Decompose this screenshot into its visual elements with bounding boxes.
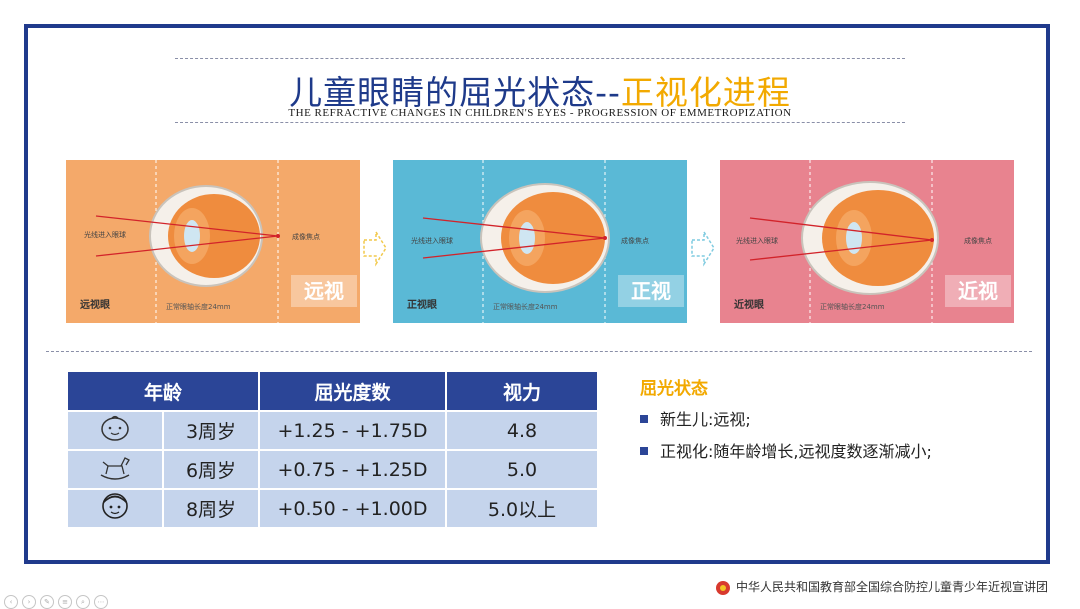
page-subtitle: THE REFRACTIVE CHANGES IN CHILDREN'S EYE… (288, 107, 792, 119)
diopter-cell: +0.50 - +1.00D (260, 490, 445, 527)
table-header-row: 年龄 屈光度数 视力 (68, 372, 597, 410)
section-divider (46, 351, 1032, 352)
column-header-diopter: 屈光度数 (260, 372, 445, 410)
light-label: 光线进入眼球 (736, 237, 778, 245)
refraction-table: 年龄 屈光度数 视力 3周岁 +1.25 - +1.75D 4.8 6周岁 +0… (66, 370, 599, 529)
myopia-eye-diagram (720, 160, 1014, 323)
myopia-panel: 光线进入眼球 成像焦点 正常眼轴长度24mm 近视眼 近视 (720, 160, 1014, 323)
bullet-square-icon (640, 446, 648, 455)
state-label: 远视 (291, 275, 357, 307)
baby-face-icon (68, 412, 162, 449)
table-row: 6周岁 +0.75 - +1.25D 5.0 (68, 451, 597, 488)
focus-label: 成像焦点 (621, 237, 649, 245)
age-cell: 8周岁 (164, 490, 258, 527)
zoom-icon[interactable]: ⌕ (76, 595, 90, 609)
right-arrow-icon (363, 229, 387, 267)
age-cell: 3周岁 (164, 412, 258, 449)
age-cell: 6周岁 (164, 451, 258, 488)
title-bottom-rule (175, 122, 905, 123)
bullet-item: 新生儿:远视; (640, 406, 751, 430)
title-top-rule (175, 58, 905, 59)
bullet-square-icon (640, 414, 648, 423)
emmetropia-eye-diagram (393, 160, 687, 323)
focus-label: 成像焦点 (964, 237, 992, 245)
light-label: 光线进入眼球 (84, 231, 126, 239)
table-row: 3周岁 +1.25 - +1.75D 4.8 (68, 412, 597, 449)
title-highlight: 正视化进程 (620, 73, 791, 112)
refraction-state-title: 屈光状态 (640, 379, 708, 399)
table-row: 8周岁 +0.50 - +1.00D 5.0以上 (68, 490, 597, 527)
right-arrow-icon (691, 229, 715, 267)
axis-label: 正常眼轴长度24mm (166, 303, 231, 311)
eye-name: 远视眼 (80, 300, 110, 311)
next-slide-icon[interactable]: › (22, 595, 36, 609)
pen-icon[interactable]: ✎ (40, 595, 54, 609)
light-label: 光线进入眼球 (411, 237, 453, 245)
footer-credit: 中华人民共和国教育部全国综合防控儿童青少年近视宣讲团 (715, 578, 1048, 595)
diopter-cell: +0.75 - +1.25D (260, 451, 445, 488)
eye-name: 正视眼 (407, 300, 437, 311)
vision-cell: 5.0以上 (447, 490, 597, 527)
page-title: 儿童眼睛的屈光状态--正视化进程 (289, 73, 791, 112)
focus-label: 成像焦点 (292, 233, 320, 241)
vision-cell: 5.0 (447, 451, 597, 488)
menu-icon[interactable]: ≡ (58, 595, 72, 609)
eye-name: 近视眼 (734, 300, 764, 311)
state-label: 近视 (945, 275, 1011, 307)
prev-slide-icon[interactable]: ‹ (4, 595, 18, 609)
axis-label: 正常眼轴长度24mm (493, 303, 558, 311)
column-header-age: 年龄 (68, 372, 258, 410)
child-face-icon (68, 490, 162, 527)
rocking-horse-icon (68, 451, 162, 488)
more-icon[interactable]: ⋯ (94, 595, 108, 609)
column-header-vision: 视力 (447, 372, 597, 410)
vision-cell: 4.8 (447, 412, 597, 449)
diopter-cell: +1.25 - +1.75D (260, 412, 445, 449)
hyperopia-eye-diagram (66, 160, 360, 323)
national-emblem-icon (715, 580, 730, 595)
emmetropia-panel: 光线进入眼球 成像焦点 正常眼轴长度24mm 正视眼 正视 (393, 160, 687, 323)
axis-label: 正常眼轴长度24mm (820, 303, 885, 311)
state-label: 正视 (618, 275, 684, 307)
bullet-item: 正视化:随年龄增长,远视度数逐渐减小; (640, 438, 932, 462)
hyperopia-panel: 光线进入眼球 成像焦点 正常眼轴长度24mm 远视眼 远视 (66, 160, 360, 323)
slide-controls: ‹ › ✎ ≡ ⌕ ⋯ (4, 589, 112, 609)
